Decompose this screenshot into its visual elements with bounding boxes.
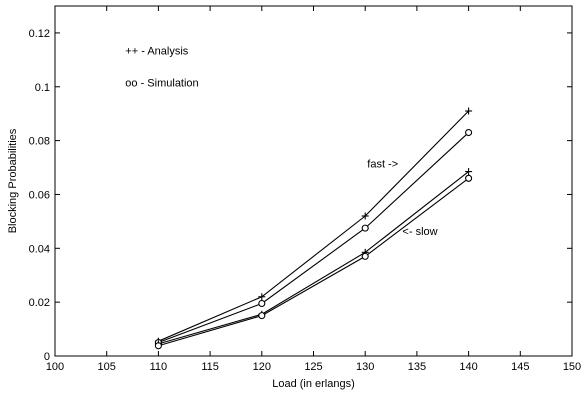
y-axis: 0 0.02 0.04 0.06 0.08 0.1 0.12 — [29, 28, 572, 363]
series-line-2 — [158, 132, 469, 344]
data-point-circle — [154, 342, 162, 350]
annotation-2: oo - Simulation — [125, 78, 198, 90]
annotation-4: <- slow — [402, 226, 437, 238]
annotation-3: fast -> — [367, 159, 398, 171]
data-point-circle — [465, 128, 473, 137]
y-tick-label: 0.12 — [29, 28, 50, 40]
data-point-plus — [258, 293, 266, 301]
y-tick-label: 0.02 — [29, 297, 50, 309]
data-point-plus — [465, 107, 473, 115]
y-tick-label: 0.06 — [29, 189, 50, 201]
data-point-circle — [361, 224, 369, 232]
y-tick-label: 0.04 — [29, 243, 50, 255]
x-axis: 100 105 110 115 120 125 130 135 140 145 150 — [46, 6, 581, 373]
x-tick-label: 110 — [150, 361, 168, 373]
series-line-3 — [158, 171, 469, 345]
x-tick-label: 145 — [511, 361, 529, 373]
data-point-circle — [258, 299, 266, 308]
series-layer — [154, 107, 473, 350]
series-line-4 — [158, 177, 469, 347]
x-tick-label: 120 — [253, 361, 271, 373]
data-point-circle — [258, 312, 266, 320]
data-point-plus — [465, 168, 473, 176]
x-tick-label: 125 — [304, 361, 322, 373]
x-tick-label: 115 — [201, 361, 219, 373]
y-axis-label: Blocking Probabilities — [7, 128, 19, 233]
data-point-circle — [465, 174, 473, 182]
x-tick-label: 135 — [408, 361, 426, 373]
x-tick-label: 105 — [98, 361, 116, 373]
annotation-layer: ++ - Analysis oo - Simulation fast -> <- sl… — [125, 45, 437, 237]
data-point-circle — [361, 252, 369, 260]
x-tick-label: 100 — [46, 361, 64, 373]
y-tick-label: 0.1 — [35, 82, 50, 94]
y-tick-label: 0.08 — [29, 136, 50, 148]
x-axis-label: Load (in erlangs) — [272, 378, 355, 390]
y-tick-label: 0 — [44, 351, 50, 363]
plot-area — [54, 5, 573, 357]
series-line-1 — [158, 110, 469, 342]
x-tick-label: 130 — [356, 361, 374, 373]
data-point-plus — [361, 212, 369, 220]
annotation-1: ++ - Analysis — [125, 45, 188, 57]
x-tick-label: 150 — [563, 361, 581, 373]
x-tick-label: 140 — [459, 361, 477, 373]
